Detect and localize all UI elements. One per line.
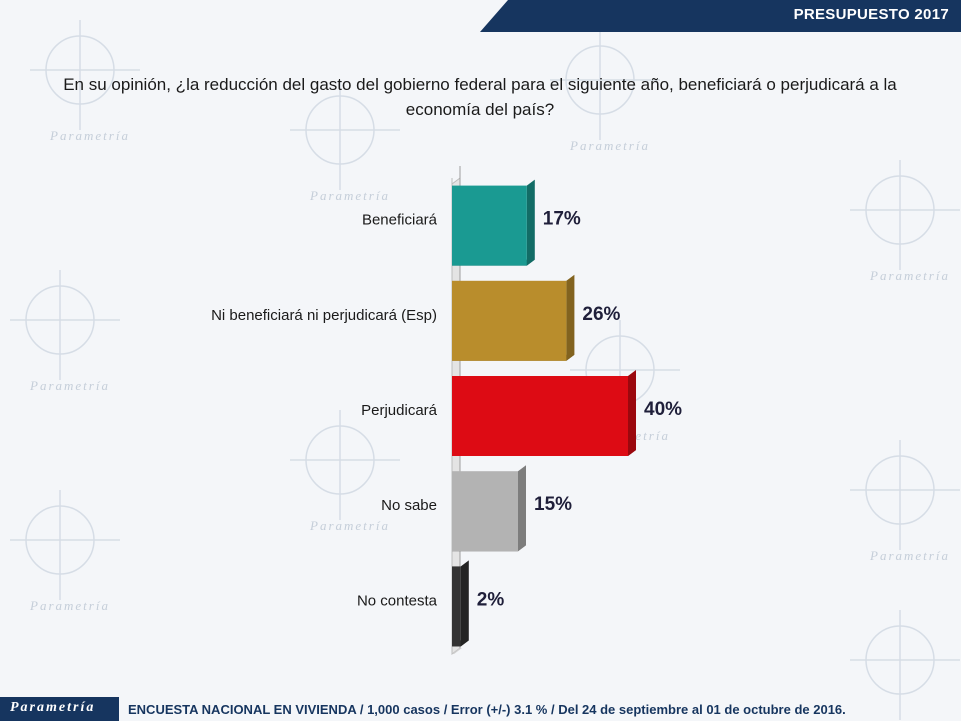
axis-floor [452,648,462,654]
survey-question: En su opinión, ¿la reducción del gasto d… [63,75,897,119]
category-label: No contesta [357,592,438,609]
watermark-brand-text: Parametría [869,548,950,563]
watermark-brand-text: Parametría [309,188,390,203]
category-label: Beneficiará [362,212,438,229]
bar-2 [452,376,628,456]
category-label: No sabe [381,497,437,514]
value-label: 26% [582,304,620,325]
bar-3 [452,471,518,552]
watermark-brand-text: Parametría [869,718,950,721]
value-label: 40% [644,399,682,420]
category-label: Perjudicará [361,402,438,419]
bar-0 [452,185,527,266]
watermark-brand-text: Parametría [49,128,130,143]
category-label: Ni beneficiará ni perjudicará (Esp) [211,307,437,324]
footer-brand-text: Parametría [10,700,96,715]
bar-depth-side [566,274,575,361]
bar-depth-side [460,560,469,647]
bar-1 [452,280,567,361]
value-label: 2% [477,589,505,610]
watermark-brand-text: Parametría [569,138,650,153]
bar-depth-side [526,179,535,266]
value-label: 15% [534,494,572,515]
watermark-brand-text: Parametría [309,518,390,533]
value-label: 17% [543,209,581,230]
watermark-brand-text: Parametría [869,268,950,283]
bar-depth-side [518,465,526,552]
watermark-brand-text: Parametría [29,598,110,613]
watermark-brand-text: Parametría [29,378,110,393]
bar-depth-side [628,370,636,456]
top-banner [480,0,961,32]
footer-brand-logo: Parametría [0,697,119,721]
footer-methodology-note: ENCUESTA NACIONAL EN VIVIENDA / 1,000 ca… [128,702,846,717]
banner-title: PRESUPUESTO 2017 [793,6,949,23]
bar-4 [452,566,461,647]
